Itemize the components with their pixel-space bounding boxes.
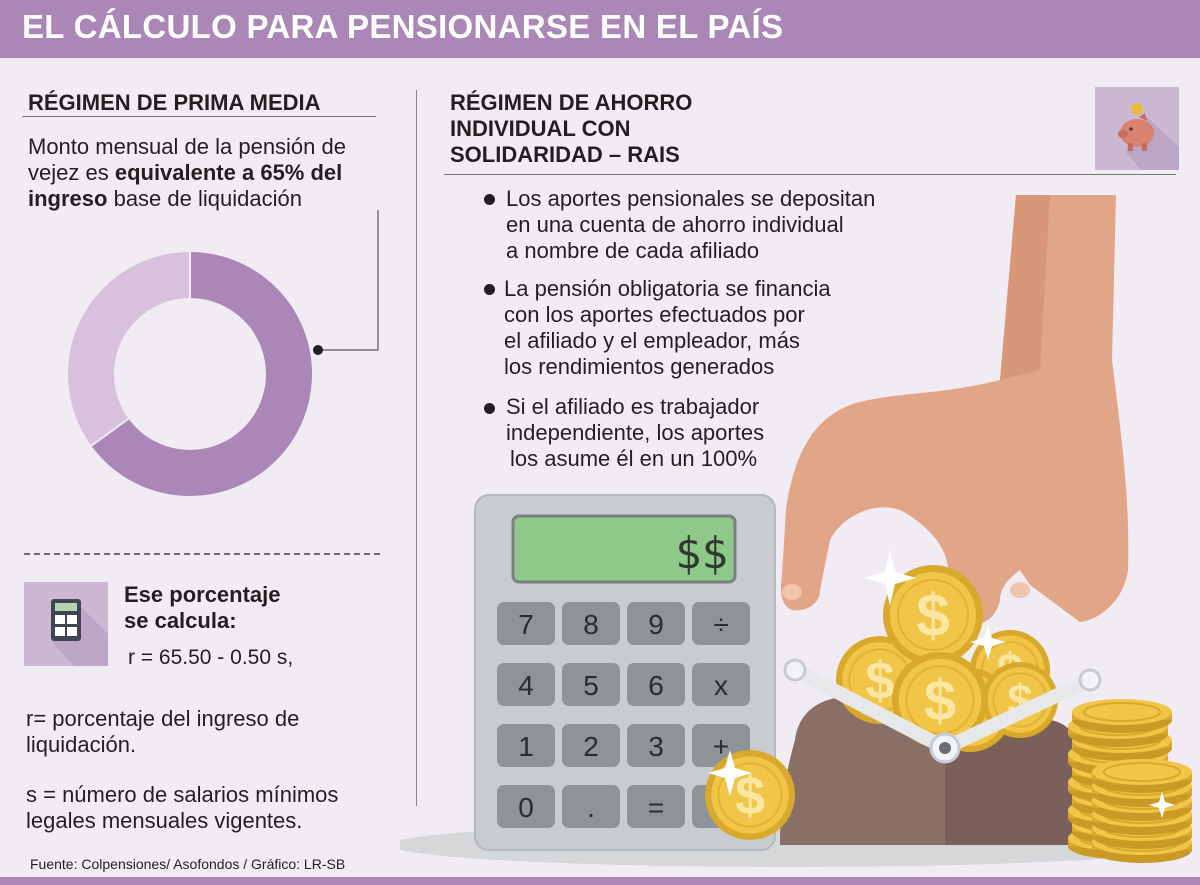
dashed-divider	[24, 553, 380, 555]
bullet-1-dot	[484, 194, 495, 205]
bullet-3-line-3: los asume él en un 100%	[510, 446, 758, 471]
bullet-2-line-1: La pensión obligatoria se financia	[504, 276, 831, 301]
right-title-rule	[444, 174, 1176, 175]
def-s: s = número de salarios mínimos legales m…	[26, 782, 366, 834]
calculator-key-label: .	[587, 792, 595, 823]
column-divider	[416, 90, 417, 806]
footer-bar	[0, 877, 1200, 885]
coin: $	[705, 750, 795, 840]
calculator-key-label: =	[648, 792, 664, 823]
bullet-2-line-3: el afiliado y el empleador, más	[504, 328, 800, 353]
calculator-display-text: $$	[675, 528, 728, 579]
calculator-key-label: 9	[648, 609, 664, 640]
bullet-1-line-1: Los aportes pensionales se depositan	[506, 186, 876, 211]
calculator-key: 8	[562, 602, 620, 645]
calculator-key: 3	[627, 724, 685, 767]
calculator-key-label: 1	[518, 731, 534, 762]
desc-text-1: Monto mensual de la pensión de vejez es	[28, 134, 346, 185]
calculator-key-label: ÷	[713, 609, 728, 640]
right-title-line-2: INDIVIDUAL CON	[450, 116, 631, 141]
bullet-2-line-4: los rendimientos generados	[504, 354, 775, 379]
def-r-key: r=	[26, 706, 47, 731]
calculator-key-label: 6	[648, 670, 664, 701]
coin-symbol: $	[916, 582, 949, 649]
formula: r = 65.50 - 0.50 s,	[128, 646, 294, 669]
bullet-2-line-2: con los aportes efectuados por	[504, 302, 805, 327]
source-credit: Fuente: Colpensiones/ Asofondos / Gráfic…	[30, 856, 346, 872]
calculator-display	[511, 514, 737, 584]
calculator-key: 2	[562, 724, 620, 767]
bullet-1-line-2: en una cuenta de ahorro individual	[506, 212, 844, 237]
desc-text-2: base de liquidación	[107, 186, 302, 211]
donut-chart	[68, 210, 379, 496]
left-title-rule	[22, 116, 376, 117]
calculator-key: 0	[497, 785, 555, 828]
def-s-key: s	[26, 782, 37, 807]
calculator-icon	[24, 582, 108, 666]
left-description: Monto mensual de la pensión de vejez es …	[28, 134, 378, 212]
hand-illustration	[781, 195, 1129, 626]
bullet-2-text: La pensión obligatoria se financia con l…	[504, 276, 831, 380]
coin-symbol: $	[924, 669, 956, 733]
piggy-bank-icon	[1095, 87, 1179, 170]
right-title-line-1: RÉGIMEN DE AHORRO	[450, 90, 693, 115]
calculator-key-label: 0	[518, 792, 534, 823]
bullet-1-text: Los aportes pensionales se depositan en …	[506, 186, 875, 264]
calculator-key: 6	[627, 663, 685, 706]
calculator-key: 1	[497, 724, 555, 767]
calculator-key: .	[562, 785, 620, 828]
purse-clasp	[783, 658, 1102, 764]
calculator-key-label: 5	[583, 670, 599, 701]
calculator-key-label: 8	[583, 609, 599, 640]
coin: $	[892, 652, 988, 748]
bullet-3-text: Si el afiliado es trabajador independien…	[506, 394, 764, 472]
right-title-line-3: SOLIDARIDAD – RAIS	[450, 142, 680, 167]
calculator-key-label: x	[714, 670, 728, 701]
bullet-3-dot	[484, 403, 495, 414]
calculator-key: 9	[627, 602, 685, 645]
header-bar	[0, 0, 1200, 58]
bullet-3-line-1: Si el afiliado es trabajador	[506, 394, 760, 419]
coin-symbol: $	[865, 651, 894, 710]
calculator-key: 4	[497, 663, 555, 706]
calculator-key: x	[692, 663, 750, 706]
coin-stack-layer	[1072, 699, 1172, 733]
calculator-key-label: +	[713, 731, 729, 762]
desc-text-bold: equivalente a 65% del ingreso	[28, 160, 343, 211]
bullet-3-line-2: independiente, los aportes	[506, 420, 765, 445]
page-title: EL CÁLCULO PARA PENSIONARSE EN EL PAÍS	[22, 8, 784, 45]
calculator-key-label: 3	[648, 731, 664, 762]
calculator-key: =	[627, 785, 685, 828]
def-s-text: = número de salarios mínimos legales men…	[26, 782, 339, 833]
calculator-key: ÷	[692, 602, 750, 645]
calculator-key: 5	[562, 663, 620, 706]
def-r: r= porcentaje del ingreso de liquidación…	[26, 706, 336, 758]
sparkles	[708, 550, 1175, 818]
calculator-key-label: 2	[583, 731, 599, 762]
calc-label: Ese porcentaje se calcula:	[124, 582, 281, 633]
calculator-key: 7	[497, 602, 555, 645]
calculator-key-label: 4	[518, 670, 534, 701]
callout-dot	[313, 345, 323, 355]
callout-line	[318, 210, 379, 351]
coin: $	[883, 565, 983, 665]
calculator-key-label: 7	[518, 609, 534, 640]
coin-stack-layer	[1092, 759, 1192, 793]
bullet-1-line-3: a nombre de cada afiliado	[506, 238, 760, 263]
def-r-text: porcentaje del ingreso de liquidación.	[26, 706, 300, 757]
left-section-title: RÉGIMEN DE PRIMA MEDIA	[28, 90, 321, 115]
bullet-2-dot	[484, 284, 495, 295]
